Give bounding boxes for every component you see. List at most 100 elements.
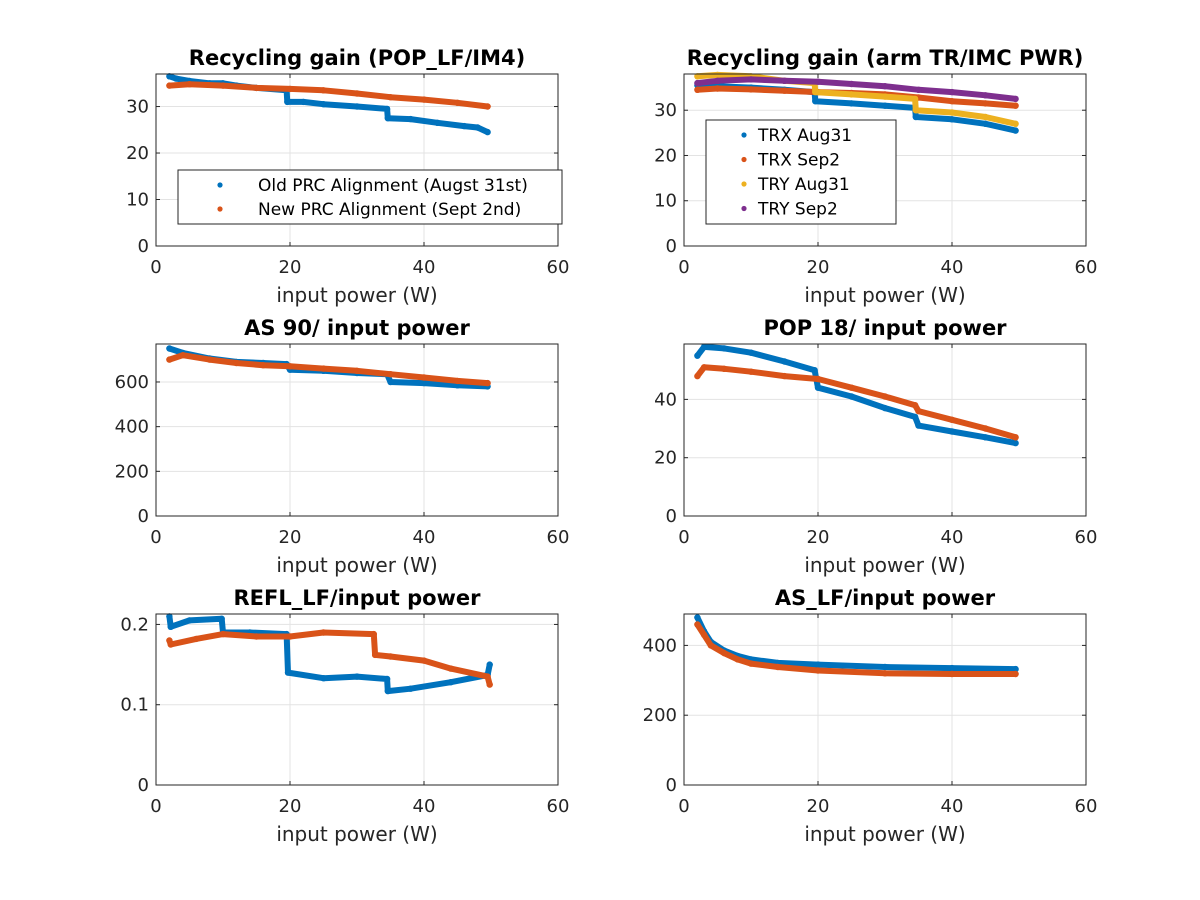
x-tick-label: 20 (807, 527, 830, 548)
data-point (721, 649, 728, 657)
y-tick-label: 0 (666, 506, 677, 527)
data-point (948, 98, 956, 105)
data-point (353, 90, 361, 97)
data-point (694, 372, 701, 380)
data-point (734, 656, 741, 663)
data-point (420, 657, 428, 664)
x-tick-label: 40 (413, 257, 436, 278)
data-point (811, 367, 818, 374)
chart-panel-6: 0 20 40 60 0 200 400 AS_LF/input power input pow… (643, 586, 1098, 846)
y-tick-label: 10 (654, 191, 677, 212)
data-point (848, 91, 855, 98)
data-point (814, 661, 822, 668)
data-point (167, 623, 174, 630)
data-point (948, 109, 956, 116)
data-point (848, 80, 855, 88)
x-tick-label: 0 (678, 257, 689, 278)
x-tick-label: 0 (678, 796, 689, 817)
data-point (781, 77, 788, 85)
data-point (982, 434, 989, 441)
data-point (383, 675, 391, 683)
x-tick-label: 60 (547, 796, 570, 817)
data-point (707, 642, 714, 649)
y-tick-label: 0 (138, 775, 149, 796)
data-point (848, 384, 855, 391)
data-point (747, 86, 755, 93)
data-point (286, 363, 294, 370)
axes-box (155, 343, 559, 517)
data-point (915, 422, 922, 429)
data-point (193, 635, 200, 643)
data-point (774, 663, 781, 671)
data-point (420, 379, 428, 387)
data-point (814, 384, 822, 391)
data-point (260, 362, 267, 369)
data-point (912, 107, 919, 114)
data-point (982, 120, 989, 128)
x-tick-label: 20 (279, 257, 302, 278)
data-point (747, 349, 755, 356)
data-point (474, 124, 481, 131)
legend: Old PRC Alignment (Augst 31st) New PRC Al… (177, 169, 563, 225)
data-point (781, 87, 788, 94)
y-tick-label: 30 (126, 97, 149, 118)
data-point (253, 84, 260, 92)
data-point (881, 83, 889, 90)
data-point (172, 75, 180, 82)
legend-box (177, 169, 563, 225)
data-point (166, 73, 173, 80)
data-point (881, 663, 889, 671)
data-point (814, 375, 822, 383)
legend-marker (741, 156, 747, 163)
data-point (694, 86, 701, 94)
data-point (1012, 434, 1019, 441)
data-point (179, 352, 186, 359)
data-point (881, 404, 889, 412)
data-point (714, 71, 721, 79)
y-tick-label: 20 (654, 145, 677, 166)
data-point (407, 115, 414, 123)
data-point (166, 356, 173, 363)
data-point (714, 77, 721, 85)
legend-label: TRX Aug31 (757, 126, 852, 146)
chart-title: REFL_LF/input power (233, 586, 481, 610)
chart-panel-2: 0 20 40 60 0 10 20 30 Recycling gain (arm TR/IMC… (654, 46, 1097, 307)
chart-title: Recycling gain (arm TR/IMC PWR) (687, 46, 1084, 70)
axes-box (683, 73, 1087, 247)
data-point (447, 665, 454, 672)
data-point (694, 79, 701, 87)
x-tick-label: 0 (150, 527, 161, 548)
data-point (454, 377, 461, 385)
data-point (1012, 95, 1019, 103)
data-point (948, 416, 956, 423)
legend-box (705, 119, 897, 225)
data-point (353, 103, 361, 110)
y-tick-label: 20 (654, 448, 677, 469)
x-axis-label: input power (W) (276, 553, 437, 577)
data-point (353, 367, 361, 374)
data-point (320, 87, 327, 94)
y-tick-label: 0 (138, 236, 149, 257)
series-line-2 (166, 629, 493, 688)
y-tick-label: 0 (666, 236, 677, 257)
data-point (284, 98, 291, 106)
data-point (694, 352, 701, 359)
data-point (812, 98, 819, 105)
series-line-1 (166, 613, 493, 695)
data-point (320, 101, 327, 108)
data-point (387, 371, 394, 378)
data-point (848, 100, 855, 107)
data-point (384, 687, 391, 695)
series-line-2 (166, 352, 491, 387)
data-point (447, 679, 454, 686)
data-point (912, 113, 919, 121)
data-point (371, 651, 379, 659)
data-point (387, 653, 394, 660)
data-point (721, 345, 728, 352)
data-point (484, 379, 491, 387)
data-point (982, 100, 989, 107)
data-point (881, 102, 889, 109)
x-tick-label: 40 (941, 257, 964, 278)
data-point (167, 641, 174, 648)
x-axis-label: input power (W) (804, 553, 965, 577)
